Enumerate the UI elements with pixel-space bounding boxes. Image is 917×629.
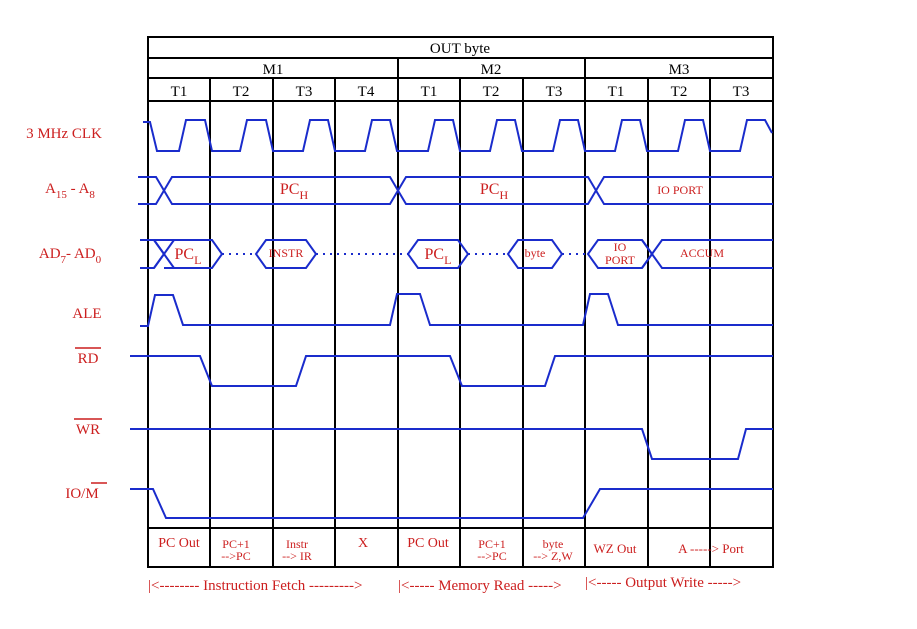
action-label: WZ Out xyxy=(594,541,637,556)
signal-label-wr: WR xyxy=(76,422,100,438)
action-label: PC Out xyxy=(158,536,200,551)
tstate-label: T3 xyxy=(546,84,563,100)
diagram-grid xyxy=(147,36,774,568)
phase-label-instruction-fetch: |<-------- Instruction Fetch ---------> xyxy=(148,578,362,594)
mcycle-label-m2: M2 xyxy=(481,62,502,78)
signal-label-rd: RD xyxy=(78,351,99,367)
action-label: -->PC xyxy=(221,549,250,563)
value-pcl: PCL xyxy=(425,246,452,267)
action-label: --> Z,W xyxy=(533,549,573,563)
value-io-port-line1: IO xyxy=(614,240,627,254)
value-accum: ACCUM xyxy=(680,246,724,260)
action-label: PC+1 xyxy=(478,537,505,551)
phase-label-output-write: |<----- Output Write -----> xyxy=(585,575,741,591)
wr-waveform xyxy=(130,428,773,460)
mcycle-label-m1: M1 xyxy=(263,62,284,78)
tstate-label: T2 xyxy=(483,84,500,100)
ale-waveform xyxy=(140,293,773,327)
value-pch: PCH xyxy=(280,181,309,202)
phase-label-memory-read: |<----- Memory Read -----> xyxy=(398,578,562,594)
signal-label-io-m: IO/M xyxy=(65,486,98,502)
clk-waveform xyxy=(143,119,773,152)
tstate-row: T1 T2 T3 T4 T1 T2 T3 T1 T2 T3 xyxy=(171,84,750,100)
value-instr: INSTR xyxy=(269,246,304,260)
action-label: PC+1 xyxy=(222,537,249,551)
signal-label-address-data: AD7- AD0 xyxy=(39,246,102,266)
action-label: -->PC xyxy=(477,549,506,563)
phase-row: |<-------- Instruction Fetch ---------> … xyxy=(148,575,741,594)
value-pch: PCH xyxy=(480,181,509,202)
action-label: PC Out xyxy=(407,536,449,551)
tstate-label: T1 xyxy=(421,84,438,100)
value-io-port: IO PORT xyxy=(657,183,703,197)
address-high-bus xyxy=(138,176,773,205)
value-io-port-line2: PORT xyxy=(605,253,636,267)
action-row: PC Out PC+1 -->PC Instr --> IR X PC Out … xyxy=(158,536,744,563)
tstate-label: T4 xyxy=(358,84,375,100)
action-label: A -----> Port xyxy=(678,541,744,556)
tstate-label: T2 xyxy=(671,84,688,100)
value-byte: byte xyxy=(525,246,546,260)
value-pcl: PCL xyxy=(175,246,202,267)
rd-waveform xyxy=(130,355,773,387)
tstate-label: T1 xyxy=(171,84,188,100)
address-data-bus xyxy=(140,239,773,269)
action-label: --> IR xyxy=(282,549,312,563)
mcycle-label-m3: M3 xyxy=(669,62,690,78)
action-label: byte xyxy=(543,537,564,551)
signal-label-address-high: A15 - A8 xyxy=(45,181,95,201)
signal-label-clk: 3 MHz CLK xyxy=(26,126,102,142)
tstate-label: T3 xyxy=(296,84,313,100)
tstate-label: T3 xyxy=(733,84,750,100)
tstate-label: T2 xyxy=(233,84,250,100)
diagram-title: OUT byte xyxy=(430,41,490,57)
action-label: X xyxy=(358,536,368,551)
action-label: Instr xyxy=(286,537,308,551)
signal-label-ale: ALE xyxy=(72,306,101,322)
tstate-label: T1 xyxy=(608,84,625,100)
io-m-waveform xyxy=(130,488,773,519)
